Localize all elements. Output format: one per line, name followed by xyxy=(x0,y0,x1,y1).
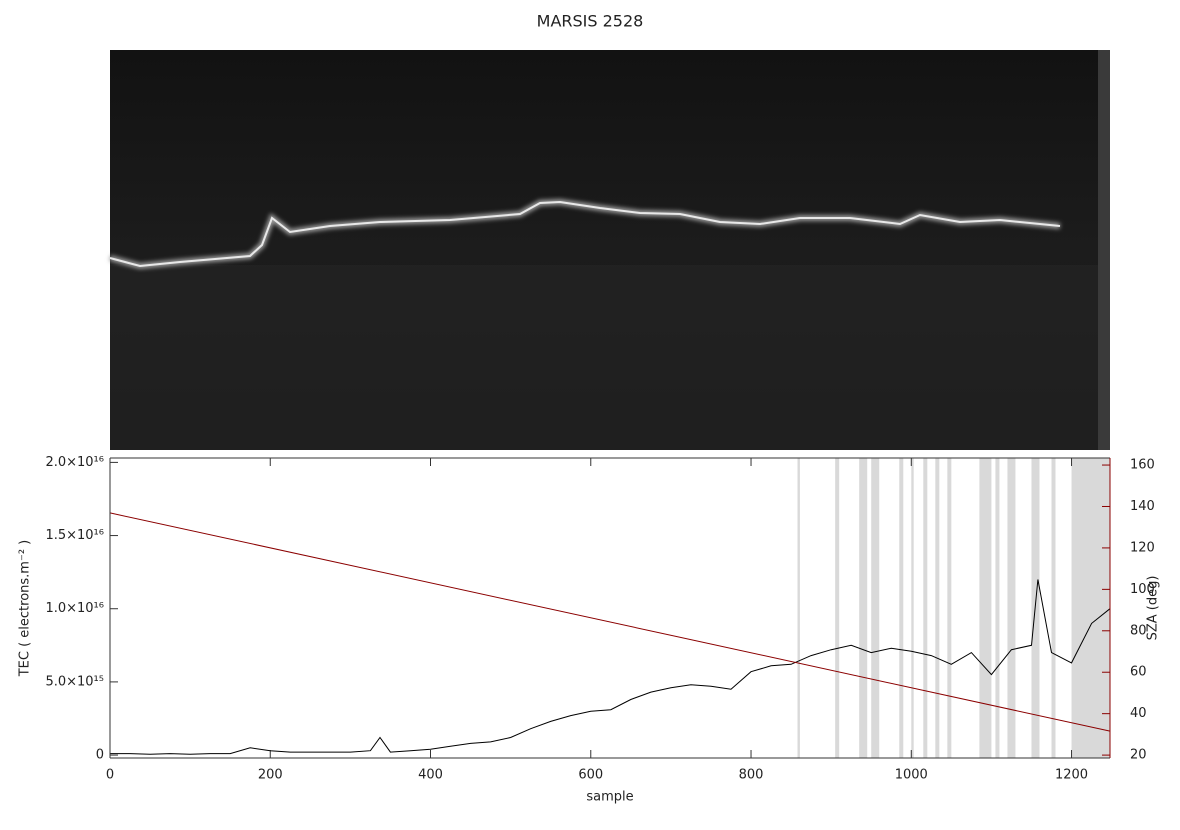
shaded-region xyxy=(911,458,914,758)
shaded-region xyxy=(871,458,880,758)
shaded-region xyxy=(995,458,1000,758)
shaded-region xyxy=(1051,458,1056,758)
x-tick-label: 1200 xyxy=(1055,768,1088,783)
y2-tick-label: 160 xyxy=(1130,458,1155,473)
shaded-region xyxy=(935,458,940,758)
y2-tick-label: 60 xyxy=(1130,665,1147,680)
radargram-edge xyxy=(1098,50,1110,450)
shaded-region xyxy=(1007,458,1016,758)
x-axis-label: sample xyxy=(586,790,633,805)
y2-tick-label: 100 xyxy=(1130,582,1155,597)
x-tick-label: 600 xyxy=(578,768,603,783)
radargram-subsurface xyxy=(110,265,1098,450)
shaded-region xyxy=(923,458,928,758)
y-tick-label: 2.0×10¹⁶ xyxy=(45,455,104,470)
shaded-region xyxy=(899,458,904,758)
surface-echo xyxy=(109,200,1061,268)
y2-tick-label: 40 xyxy=(1130,706,1147,721)
y2-tick-label: 140 xyxy=(1130,499,1155,514)
shaded-region xyxy=(1071,458,1110,758)
y-axis-label: TEC ( electrons.m⁻² ) xyxy=(18,540,33,678)
x-tick-label: 1000 xyxy=(895,768,928,783)
chart-title: MARSIS 2528 xyxy=(537,12,644,31)
radargram xyxy=(109,50,1110,450)
x-tick-label: 200 xyxy=(258,768,283,783)
series-line xyxy=(110,579,1111,755)
y-tick-label: 1.0×10¹⁶ xyxy=(45,601,104,616)
y2-tick-label: 120 xyxy=(1130,540,1155,555)
shaded-region xyxy=(947,458,952,758)
x-tick-label: 400 xyxy=(418,768,443,783)
y-tick-label: 5.0×10¹⁵ xyxy=(45,674,104,689)
y2-tick-label: 80 xyxy=(1130,623,1147,638)
shaded-region xyxy=(859,458,868,758)
shaded-region xyxy=(835,458,840,758)
y-tick-label: 0 xyxy=(96,748,104,763)
y2-tick-label: 20 xyxy=(1130,748,1147,763)
plot: 0 200 400 600 800 1000 1200 0 5.0×10¹⁵ 1.0×10¹⁶ 1.… xyxy=(18,455,1161,805)
series-line xyxy=(109,512,1111,732)
shaded-region xyxy=(797,458,800,758)
shaded-region xyxy=(979,458,992,758)
x-tick-label: 800 xyxy=(739,768,764,783)
y2-axis-label: SZA (deg) xyxy=(1146,576,1161,641)
x-tick-label: 0 xyxy=(106,768,114,783)
y-tick-label: 1.5×10¹⁶ xyxy=(45,528,104,543)
